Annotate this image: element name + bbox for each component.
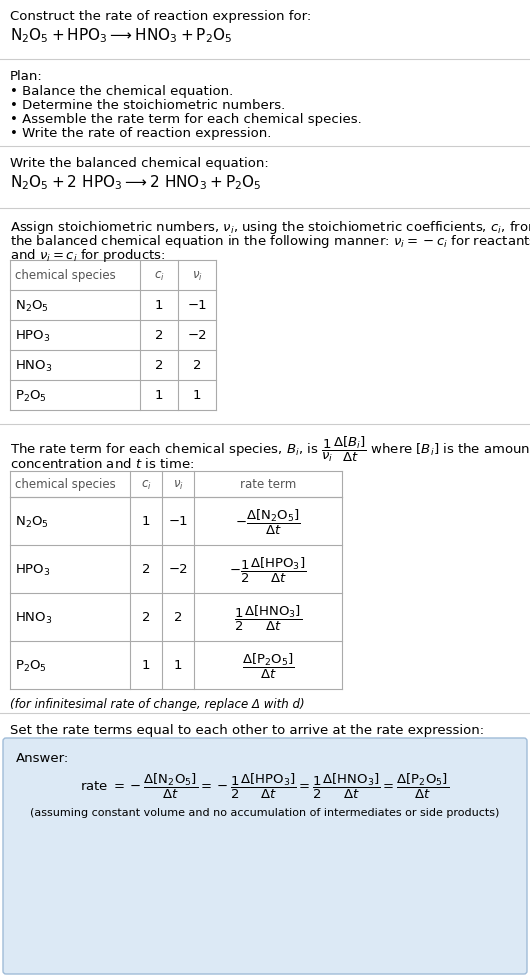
- Text: Construct the rate of reaction expression for:: Construct the rate of reaction expressio…: [10, 10, 311, 23]
- Text: 2: 2: [174, 611, 182, 624]
- Text: 1: 1: [155, 299, 163, 313]
- Text: 1: 1: [174, 658, 182, 672]
- Text: 1: 1: [142, 658, 150, 672]
- Text: $\mathrm{N_2O_5 + 2\ HPO_3 \longrightarrow 2\ HNO_3 + P_2O_5}$: $\mathrm{N_2O_5 + 2\ HPO_3 \longrightarr…: [10, 173, 262, 191]
- Text: • Balance the chemical equation.: • Balance the chemical equation.: [10, 85, 233, 98]
- Text: 2: 2: [142, 611, 150, 624]
- Text: Plan:: Plan:: [10, 70, 43, 83]
- Text: $\nu_i$: $\nu_i$: [173, 478, 183, 491]
- Text: $\dfrac{\Delta[\mathrm{P_2O_5}]}{\Delta t}$: $\dfrac{\Delta[\mathrm{P_2O_5}]}{\Delta …: [242, 651, 294, 680]
- Text: the balanced chemical equation in the following manner: $\nu_i = -c_i$ for react: the balanced chemical equation in the fo…: [10, 233, 530, 250]
- Text: • Write the rate of reaction expression.: • Write the rate of reaction expression.: [10, 127, 271, 140]
- Text: $\mathrm{N_2O_5 + HPO_3 \longrightarrow HNO_3 + P_2O_5}$: $\mathrm{N_2O_5 + HPO_3 \longrightarrow …: [10, 26, 232, 45]
- Text: 1: 1: [155, 389, 163, 403]
- Text: Write the balanced chemical equation:: Write the balanced chemical equation:: [10, 157, 269, 170]
- Text: $-\dfrac{\Delta[\mathrm{N_2O_5}]}{\Delta t}$: $-\dfrac{\Delta[\mathrm{N_2O_5}]}{\Delta…: [235, 507, 301, 536]
- Text: $\mathrm{N_2O_5}$: $\mathrm{N_2O_5}$: [15, 514, 49, 529]
- Text: 2: 2: [155, 329, 163, 342]
- FancyBboxPatch shape: [3, 739, 527, 974]
- Text: chemical species: chemical species: [15, 478, 116, 491]
- Text: −1: −1: [168, 515, 188, 528]
- Text: $c_i$: $c_i$: [154, 270, 164, 282]
- Text: $-\dfrac{1}{2}\dfrac{\Delta[\mathrm{HPO_3}]}{\Delta t}$: $-\dfrac{1}{2}\dfrac{\Delta[\mathrm{HPO_…: [229, 555, 307, 584]
- Text: $\mathrm{HPO_3}$: $\mathrm{HPO_3}$: [15, 562, 51, 577]
- Text: 2: 2: [193, 360, 201, 372]
- Text: $\nu_i$: $\nu_i$: [191, 270, 202, 282]
- Text: Answer:: Answer:: [16, 751, 69, 764]
- Text: • Assemble the rate term for each chemical species.: • Assemble the rate term for each chemic…: [10, 113, 362, 126]
- Text: (assuming constant volume and no accumulation of intermediates or side products): (assuming constant volume and no accumul…: [30, 807, 500, 817]
- Text: $\mathrm{P_2O_5}$: $\mathrm{P_2O_5}$: [15, 388, 47, 404]
- Text: 2: 2: [155, 360, 163, 372]
- Text: rate $= -\dfrac{\Delta[\mathrm{N_2O_5}]}{\Delta t} = -\dfrac{1}{2}\dfrac{\Delta[: rate $= -\dfrac{\Delta[\mathrm{N_2O_5}]}…: [81, 771, 449, 800]
- Text: 1: 1: [193, 389, 201, 403]
- Text: 1: 1: [142, 515, 150, 528]
- Text: $c_i$: $c_i$: [140, 478, 152, 491]
- Text: chemical species: chemical species: [15, 270, 116, 282]
- Text: −2: −2: [187, 329, 207, 342]
- Text: −2: −2: [168, 563, 188, 575]
- Text: Set the rate terms equal to each other to arrive at the rate expression:: Set the rate terms equal to each other t…: [10, 723, 484, 737]
- Text: $\dfrac{1}{2}\dfrac{\Delta[\mathrm{HNO_3}]}{\Delta t}$: $\dfrac{1}{2}\dfrac{\Delta[\mathrm{HNO_3…: [234, 603, 302, 632]
- Text: $\mathrm{HPO_3}$: $\mathrm{HPO_3}$: [15, 328, 51, 343]
- Text: 2: 2: [142, 563, 150, 575]
- Text: rate term: rate term: [240, 478, 296, 491]
- Text: (for infinitesimal rate of change, replace Δ with d): (for infinitesimal rate of change, repla…: [10, 698, 305, 710]
- Text: and $\nu_i = c_i$ for products:: and $\nu_i = c_i$ for products:: [10, 247, 165, 264]
- Text: $\mathrm{P_2O_5}$: $\mathrm{P_2O_5}$: [15, 658, 47, 673]
- Text: −1: −1: [187, 299, 207, 313]
- Text: Assign stoichiometric numbers, $\nu_i$, using the stoichiometric coefficients, $: Assign stoichiometric numbers, $\nu_i$, …: [10, 219, 530, 235]
- Text: concentration and $t$ is time:: concentration and $t$ is time:: [10, 456, 194, 471]
- Text: $\mathrm{HNO_3}$: $\mathrm{HNO_3}$: [15, 610, 52, 625]
- Text: The rate term for each chemical species, $B_i$, is $\dfrac{1}{\nu_i}\dfrac{\Delt: The rate term for each chemical species,…: [10, 435, 530, 464]
- Text: $\mathrm{N_2O_5}$: $\mathrm{N_2O_5}$: [15, 298, 49, 314]
- Text: • Determine the stoichiometric numbers.: • Determine the stoichiometric numbers.: [10, 99, 285, 112]
- Text: $\mathrm{HNO_3}$: $\mathrm{HNO_3}$: [15, 359, 52, 373]
